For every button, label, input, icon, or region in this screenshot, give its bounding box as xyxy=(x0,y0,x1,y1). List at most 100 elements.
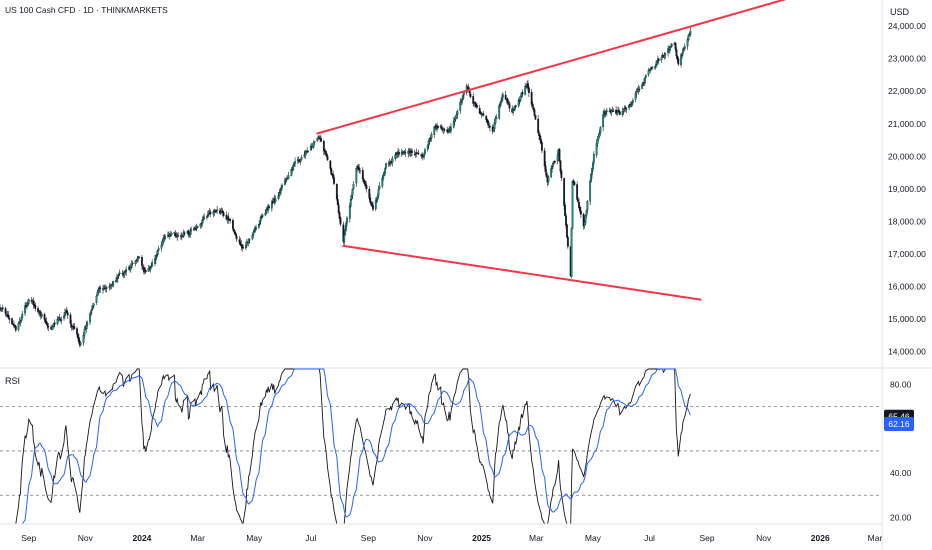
candle-up xyxy=(154,255,157,260)
candle-up xyxy=(116,275,119,280)
price-tick-label: 20,000.00 xyxy=(888,151,926,161)
candle-up xyxy=(384,168,386,174)
candle-up xyxy=(284,179,287,181)
candle-down xyxy=(227,216,230,221)
candle-up xyxy=(349,199,352,207)
candle-up xyxy=(123,272,126,276)
price-axis[interactable]: 14,000.00 15,000.00 16,000.00 17,000.00 18,0… xyxy=(888,21,926,357)
candle-down xyxy=(404,152,407,154)
trendline-lower[interactable] xyxy=(342,244,702,301)
candle-up xyxy=(281,185,283,188)
candle-down xyxy=(612,110,615,112)
candle-up xyxy=(92,303,95,307)
candle-up xyxy=(60,318,63,321)
candle-down xyxy=(221,210,224,213)
candle-down xyxy=(322,141,325,152)
time-tick-label: Jul xyxy=(305,533,316,543)
candle-down xyxy=(577,199,579,202)
chart-title: US 100 Cash CFD · 1D · THINKMARKETS xyxy=(5,5,168,15)
candle-down xyxy=(38,311,41,314)
time-tick-label: Nov xyxy=(756,533,772,543)
currency-label[interactable]: USD xyxy=(890,7,910,17)
trendlines-layer[interactable] xyxy=(316,0,800,301)
candle-up xyxy=(201,219,204,224)
candle-up xyxy=(348,205,351,219)
candle-up xyxy=(130,263,133,268)
time-tick-label: Sep xyxy=(361,533,376,543)
candle-up xyxy=(86,322,89,326)
candle-up xyxy=(313,141,316,143)
candle-up xyxy=(592,162,594,170)
candle-down xyxy=(43,314,46,320)
candle-down xyxy=(527,83,529,88)
candle-up xyxy=(318,136,321,138)
candle-down xyxy=(531,103,534,107)
candle-down xyxy=(566,237,569,247)
candle-up xyxy=(683,46,686,49)
candle-up xyxy=(90,311,92,313)
candle-up xyxy=(51,327,53,330)
candle-up xyxy=(265,209,268,214)
candle-up xyxy=(343,234,346,243)
candle-up xyxy=(493,122,496,130)
candle-up xyxy=(686,39,689,47)
candle-up xyxy=(352,183,355,189)
candle-up xyxy=(592,154,595,163)
candle-up xyxy=(279,191,282,193)
candle-down xyxy=(1,307,4,309)
candle-down xyxy=(417,153,420,155)
candle-up xyxy=(82,335,85,343)
candles-layer xyxy=(0,27,692,348)
candle-up xyxy=(500,100,502,104)
rsi-label[interactable]: RSI xyxy=(5,376,20,386)
rsi-bands xyxy=(0,406,882,496)
candle-up xyxy=(590,173,592,182)
candle-up xyxy=(598,133,601,137)
candle-up xyxy=(644,75,647,78)
candle-down xyxy=(437,125,439,129)
candle-down xyxy=(235,235,238,240)
candle-down xyxy=(368,188,371,199)
candle-up xyxy=(456,111,459,115)
trendline-upper[interactable] xyxy=(316,0,800,135)
candle-up xyxy=(635,91,638,94)
candle-down xyxy=(578,202,580,208)
candle-down xyxy=(47,326,50,328)
candle-up xyxy=(687,35,690,40)
candle-up xyxy=(316,138,319,141)
candle-up xyxy=(597,136,600,140)
candle-up xyxy=(630,104,632,107)
candle-down xyxy=(335,184,338,200)
candle-down xyxy=(325,154,328,157)
candle-up xyxy=(280,187,283,191)
candle-up xyxy=(602,114,605,128)
candle-up xyxy=(24,305,26,314)
candle-up xyxy=(216,209,219,211)
candle-up xyxy=(89,313,91,323)
candle-down xyxy=(579,207,581,212)
candle-down xyxy=(534,115,537,120)
candle-down xyxy=(365,185,368,189)
time-tick-label: 2024 xyxy=(133,533,152,543)
candle-up xyxy=(138,256,141,259)
candle-down xyxy=(187,230,190,235)
candle-down xyxy=(14,325,17,331)
candle-down xyxy=(467,86,470,90)
price-tick-label: 14,000.00 xyxy=(888,347,926,357)
time-axis[interactable]: Sep Nov 2024 Mar May Jul Sep Nov 2025 Mar May Jul Se… xyxy=(21,533,882,543)
candle-down xyxy=(563,178,566,206)
candle-up xyxy=(427,140,430,146)
candle-down xyxy=(337,204,340,213)
candle-down xyxy=(411,150,413,153)
price-tick-label: 24,000.00 xyxy=(888,21,926,31)
price-tick-label: 23,000.00 xyxy=(888,54,926,64)
candle-up xyxy=(196,226,199,228)
candle-down xyxy=(543,150,546,167)
rsi-lines xyxy=(6,368,691,525)
candle-down xyxy=(53,322,56,325)
candle-down xyxy=(487,120,489,125)
candle-down xyxy=(215,210,218,212)
time-tick-label: Sep xyxy=(699,533,714,543)
